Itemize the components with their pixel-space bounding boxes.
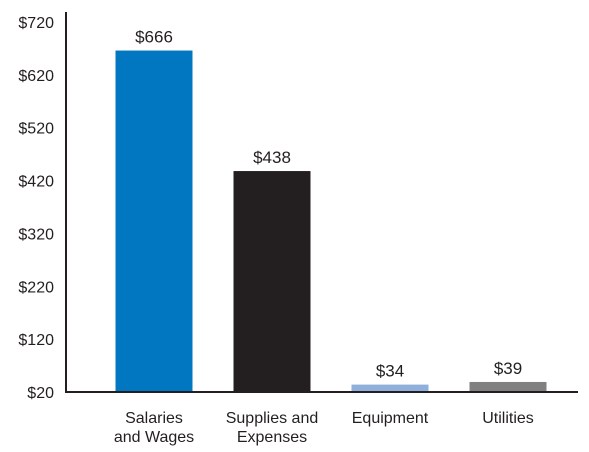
bar <box>351 384 429 392</box>
data-label: $34 <box>376 362 404 381</box>
y-tick-label: $620 <box>18 68 54 85</box>
y-axis-ticks: $20 $120 $220 $320 $420 $520 $620 $720 <box>18 15 54 402</box>
category-label-line: Expenses <box>237 429 307 446</box>
category-label-line: Utilities <box>482 410 534 427</box>
data-label: $438 <box>253 148 291 167</box>
category-label: Salaries and Wages <box>114 410 194 446</box>
y-tick-label: $120 <box>18 332 54 349</box>
y-tick-label: $320 <box>18 226 54 243</box>
y-tick-label: $720 <box>18 15 54 32</box>
category-label: Supplies and Expenses <box>226 410 319 446</box>
bar <box>469 381 547 392</box>
bars <box>115 50 547 393</box>
y-tick-label: $20 <box>27 385 54 402</box>
category-label: Utilities <box>482 410 534 427</box>
category-label-line: and Wages <box>114 429 194 446</box>
data-label: $39 <box>494 359 522 378</box>
data-label: $666 <box>135 28 173 47</box>
y-tick-label: $420 <box>18 174 54 191</box>
category-label-line: Equipment <box>352 410 429 427</box>
category-label-line: Salaries <box>125 410 183 427</box>
category-label: Equipment <box>352 410 429 427</box>
y-tick-label: $520 <box>18 121 54 138</box>
bar <box>115 50 193 393</box>
category-label-line: Supplies and <box>226 410 319 427</box>
category-labels: Salaries and Wages Supplies and Expenses Equ… <box>114 410 534 446</box>
data-labels: $666 $438 $34 $39 <box>135 28 522 381</box>
y-tick-label: $220 <box>18 279 54 296</box>
bar <box>233 171 311 392</box>
